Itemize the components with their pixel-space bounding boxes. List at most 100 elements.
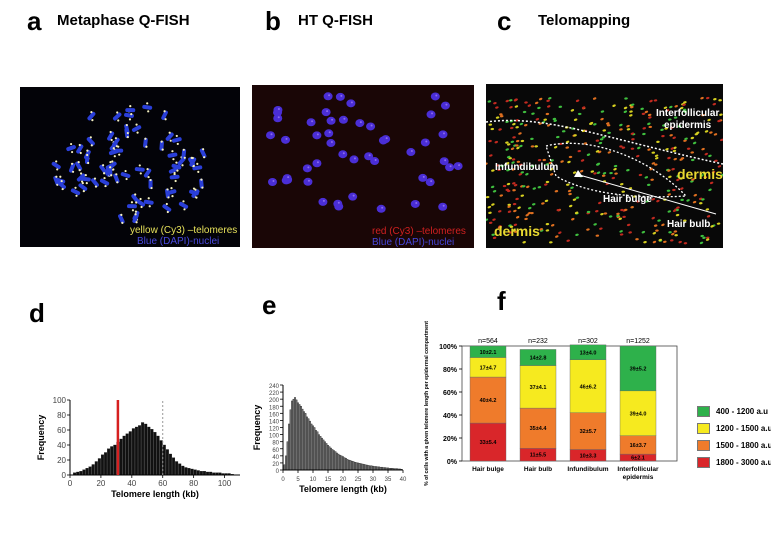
telomere-signal — [442, 132, 445, 135]
chromosome — [51, 161, 61, 170]
telomere-signal — [444, 159, 447, 162]
y-tick-label: 140 — [269, 419, 280, 425]
label-epidermis: epidermis — [664, 120, 712, 131]
cell-signal — [598, 201, 602, 205]
cell-signal — [642, 132, 646, 136]
stacked-bar-segment — [569, 344, 607, 360]
histogram-bar — [291, 400, 293, 471]
histogram-bar — [162, 444, 166, 476]
telomere-dot — [109, 166, 112, 169]
cell-signal — [663, 240, 667, 243]
cell-signal — [647, 122, 651, 126]
chromosome — [177, 157, 186, 166]
nucleus — [318, 197, 328, 206]
cell-signal — [511, 158, 516, 161]
cell-signal — [701, 113, 705, 117]
cell-signal — [678, 240, 682, 244]
telomere-signal — [415, 201, 418, 204]
cell-signal — [683, 110, 688, 113]
segment-value-label: 33±5.4 — [480, 440, 498, 446]
telomere-signal — [435, 94, 438, 97]
cell-signal — [515, 126, 519, 129]
telomere-dot — [171, 150, 174, 153]
cell-signal — [614, 172, 618, 175]
nucleus — [381, 135, 391, 144]
histogram-bar — [318, 434, 320, 471]
telomere-signal — [287, 176, 290, 179]
chromosome — [87, 111, 96, 121]
cell-signal — [575, 233, 579, 237]
cell-signal — [553, 119, 557, 122]
telomere-signal — [359, 121, 362, 124]
histogram-bar — [349, 460, 352, 471]
telomere-dot — [175, 134, 178, 138]
cell-signal — [579, 169, 584, 173]
telomere-signal — [326, 110, 329, 113]
cell-signal — [672, 188, 676, 192]
cell-signal — [623, 106, 628, 110]
chromosome — [162, 204, 172, 212]
telomere-signal — [337, 201, 340, 204]
legend-item: 400 - 1200 a.u — [697, 405, 771, 417]
n-count-label: n=1252 — [626, 338, 650, 345]
y-tick-label: 40 — [57, 441, 66, 450]
histogram-bar — [119, 438, 123, 476]
legend-swatch — [697, 456, 710, 468]
cell-signal — [512, 202, 517, 206]
telomere-dot — [90, 144, 93, 147]
histogram-bar — [134, 426, 138, 476]
cell-signal — [545, 223, 550, 226]
cell-signal — [635, 238, 639, 241]
histogram-bar — [339, 454, 341, 471]
histogram-bar — [147, 426, 151, 476]
cell-signal — [531, 112, 535, 115]
histogram-bar — [309, 420, 311, 471]
cell-signal — [523, 124, 528, 127]
segment-value-label: 11±5.5 — [530, 453, 546, 459]
nucleus — [312, 159, 322, 168]
chromosome — [199, 148, 207, 158]
cell-signal — [670, 147, 675, 150]
cell-signal — [647, 113, 652, 117]
telomere-dot — [93, 177, 97, 180]
histogram-bar — [165, 449, 169, 476]
histogram-bar — [367, 465, 370, 471]
cell-signal — [590, 170, 595, 173]
y-axis-label: Frequency — [36, 415, 46, 461]
x-tick-label: 60 — [158, 479, 167, 488]
cell-signal — [618, 217, 622, 221]
cell-signal — [548, 97, 552, 100]
cell-signal — [704, 152, 708, 156]
cell-signal — [677, 125, 682, 128]
panel-b-title: HT Q-FISH — [298, 12, 373, 29]
y-tick-label: 40% — [443, 413, 458, 420]
histogram-bar — [298, 404, 301, 471]
cell-signal — [505, 188, 509, 191]
segment-value-label: 39±5.2 — [630, 366, 647, 372]
cell-signal — [719, 113, 723, 116]
cell-signal — [553, 145, 558, 149]
cell-signal — [514, 98, 518, 101]
cell-signal — [527, 211, 531, 215]
cell-signal — [652, 231, 657, 235]
y-tick-label: 80 — [57, 411, 66, 420]
cell-signal — [601, 174, 606, 177]
telomere-dot — [125, 177, 128, 181]
cell-signal — [489, 154, 493, 157]
histogram-bar — [307, 418, 310, 471]
cell-signal — [613, 167, 617, 171]
cell-signal — [593, 123, 597, 126]
telomere-signal — [307, 166, 310, 169]
chromosome — [167, 152, 178, 158]
telomere-dot — [181, 164, 184, 167]
histogram-bar — [306, 416, 308, 471]
nucleus — [420, 138, 430, 147]
y-tick-label: 20 — [272, 462, 279, 468]
cell-signal — [519, 163, 523, 167]
y-tick-label: 60 — [57, 426, 66, 435]
telomere-dot — [194, 188, 197, 191]
cell-signal — [686, 147, 691, 150]
cell-signal — [492, 236, 497, 240]
chromosome — [159, 140, 164, 151]
telomere-signal — [353, 157, 356, 160]
